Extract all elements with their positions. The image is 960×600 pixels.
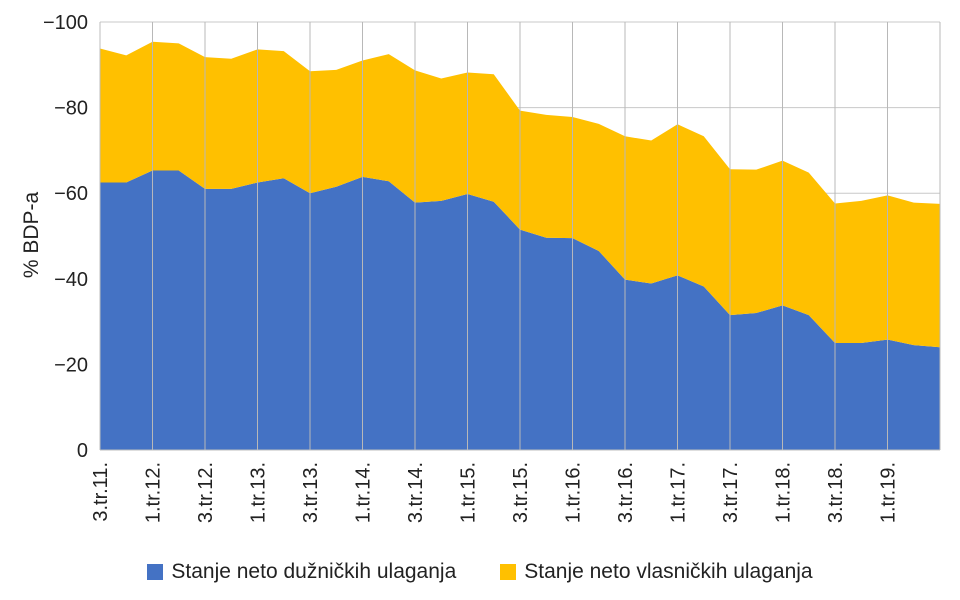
x-tick-label: 1.tr.14. — [353, 462, 375, 523]
y-tick-label: −40 — [54, 269, 88, 291]
x-tick-label: 1.tr.13. — [248, 462, 270, 523]
x-tick-label: 3.tr.11. — [90, 462, 112, 522]
legend-item-equity: Stanje neto vlasničkih ulaganja — [500, 560, 813, 584]
x-tick-label: 1.tr.18. — [773, 462, 795, 523]
x-tick-label: 3.tr.18. — [825, 462, 847, 523]
y-tick-label: −100 — [43, 12, 88, 34]
y-tick-label: 0 — [77, 440, 88, 462]
x-tick-label: 1.tr.17. — [668, 462, 690, 523]
x-tick-label: 1.tr.12. — [143, 462, 165, 523]
y-tick-labels: 0 −20 −40 −60 −80 −100 — [43, 12, 88, 462]
legend: Stanje neto dužničkih ulaganja Stanje ne… — [0, 560, 960, 584]
legend-swatch-equity — [500, 564, 517, 580]
x-tick-label: 3.tr.12. — [195, 462, 217, 523]
x-tick-label: 1.tr.16. — [563, 462, 585, 523]
x-tick-label: 3.tr.14. — [405, 462, 427, 523]
legend-swatch-debt — [147, 564, 164, 580]
legend-label-debt: Stanje neto dužničkih ulaganja — [171, 560, 457, 583]
axes — [99, 22, 941, 451]
x-tick-label: 1.tr.19. — [878, 462, 900, 523]
x-tick-labels: 3.tr.11. 1.tr.12. 3.tr.12. 1.tr.13. 3.tr.13.… — [90, 462, 900, 523]
x-tick-label: 3.tr.13. — [300, 462, 322, 523]
x-tick-label: 3.tr.17. — [720, 462, 742, 523]
y-axis-label: % BDP-a — [20, 192, 43, 279]
x-tick-label: 3.tr.15. — [510, 462, 532, 523]
y-tick-label: −80 — [54, 98, 88, 120]
legend-label-equity: Stanje neto vlasničkih ulaganja — [524, 560, 813, 583]
legend-item-debt: Stanje neto dužničkih ulaganja — [147, 560, 456, 584]
x-tick-label: 3.tr.16. — [615, 462, 637, 523]
x-tick-label: 1.tr.15. — [458, 462, 480, 523]
y-tick-label: −60 — [54, 183, 88, 205]
y-tick-label: −20 — [54, 354, 88, 376]
